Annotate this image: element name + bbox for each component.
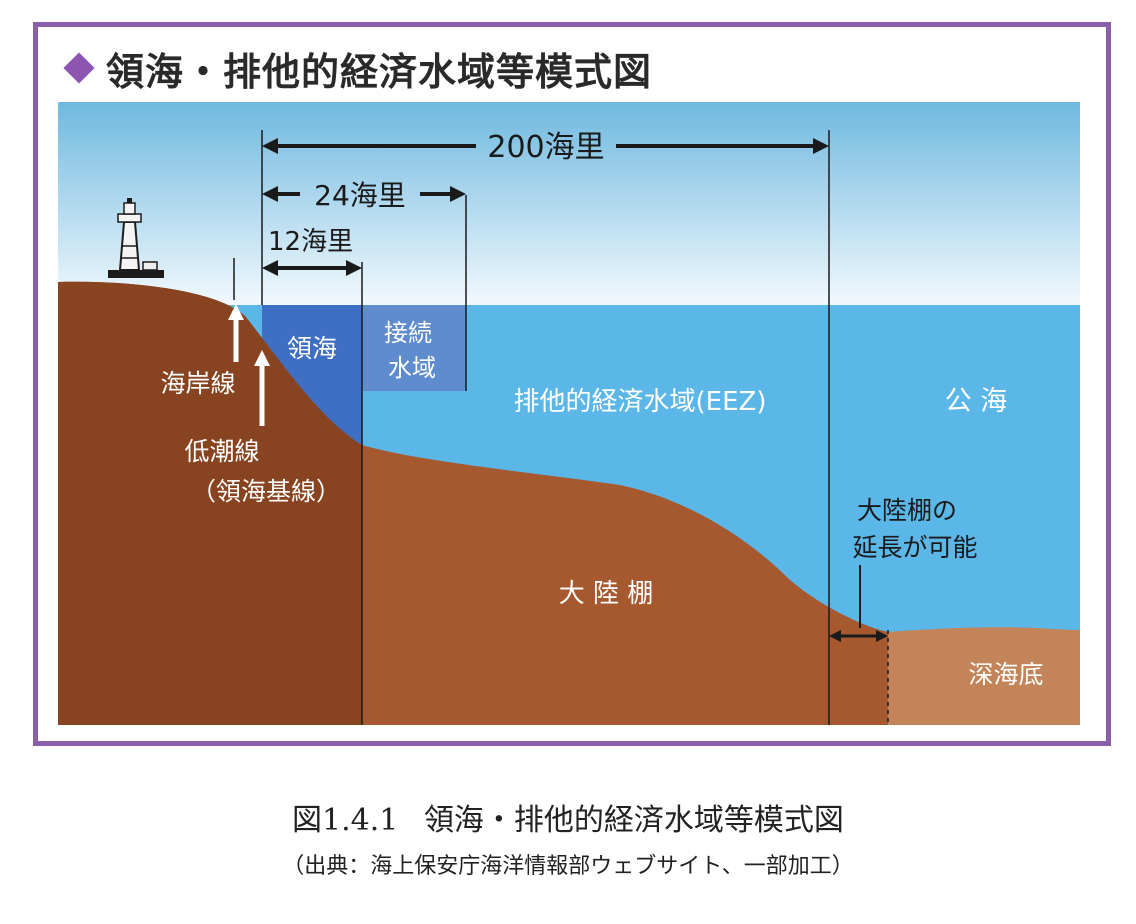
low-water-line-arrow-icon — [254, 350, 270, 426]
arrow-12nm — [262, 260, 362, 276]
coastline-arrow-icon — [228, 304, 244, 362]
label-high-seas: 公 海 — [945, 386, 1008, 417]
figure-source: （出典：海上保安庁海洋情報部ウェブサイト、一部加工） — [282, 854, 854, 879]
figure-caption: 図1.4.1 領海・排他的経済水域等模式図 — [0, 795, 1136, 839]
label-shelf-extension-line1: 大陸棚の — [857, 496, 957, 525]
label-low-water-line: 低潮線 — [184, 437, 259, 466]
label-eez: 排他的経済水域(EEZ) — [514, 387, 767, 417]
label-deep-seabed: 深海底 — [968, 660, 1043, 689]
title-bar: 領海・排他的経済水域等模式図 — [62, 38, 652, 98]
label-contiguous-zone-line1: 接続 — [384, 319, 432, 347]
diagram-title: 領海・排他的経済水域等模式図 — [106, 49, 653, 94]
arrow-24nm — [262, 186, 466, 202]
label-12nm: 12海里 — [268, 227, 353, 257]
label-shelf-extension-line2: 延長が可能 — [852, 533, 977, 562]
label-baseline: （領海基線） — [191, 477, 341, 506]
maritime-zones-diagram: 200海里 24海里 12海里 領海 接続 水域 排他的経済水域(EEZ) 公 … — [58, 102, 1080, 725]
label-continental-shelf: 大 陸 棚 — [559, 579, 654, 609]
deep-seabed-area — [888, 627, 1080, 725]
arrow-shelf-extension — [829, 565, 888, 642]
label-coastline: 海岸線 — [160, 369, 235, 398]
label-24nm: 24海里 — [314, 179, 406, 212]
label-territorial-sea: 領海 — [287, 334, 337, 363]
figure-caption-title: 領海・排他的経済水域等模式図 — [423, 803, 844, 838]
lighthouse-icon — [108, 198, 164, 278]
label-200nm: 200海里 — [487, 130, 604, 165]
arrow-200nm — [262, 138, 829, 154]
sky-background — [58, 102, 1080, 305]
label-contiguous-zone-line2: 水域 — [388, 354, 436, 382]
contiguous-zone-area — [362, 305, 466, 391]
landmass — [58, 281, 362, 725]
figure-number: 図1.4.1 — [292, 803, 399, 838]
